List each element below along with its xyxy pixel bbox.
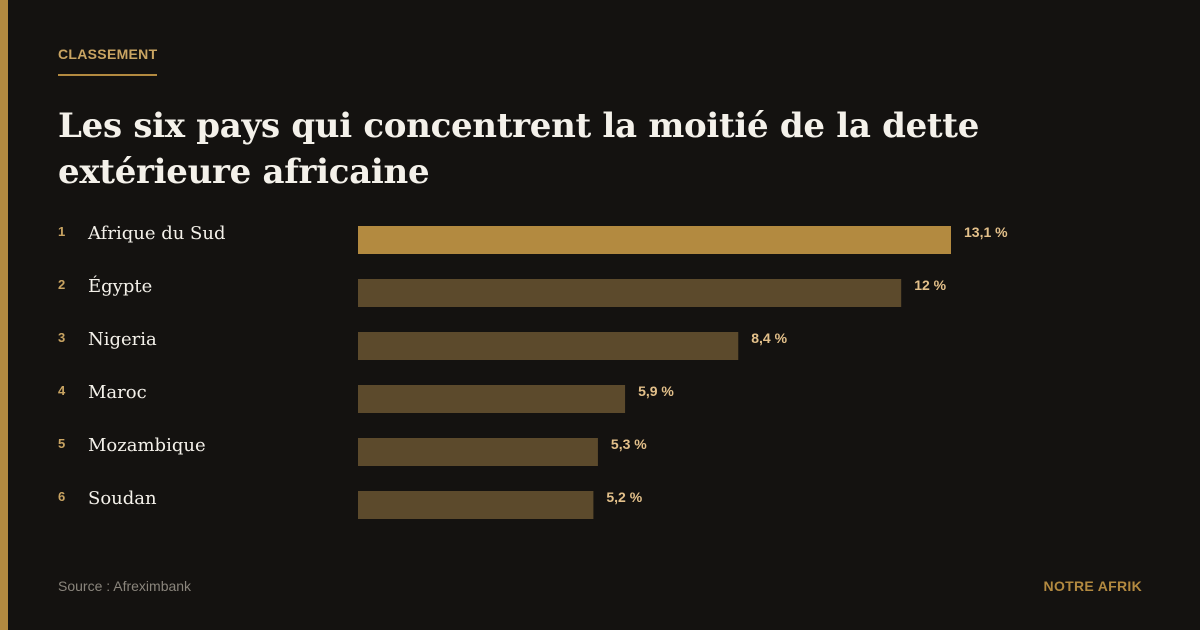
bar: [358, 332, 739, 360]
value-label: 8,4 %: [751, 330, 787, 346]
value-label: 5,3 %: [611, 436, 647, 452]
rank-number: 1: [58, 224, 65, 239]
category-label: Égypte: [88, 274, 152, 297]
rank-number: 6: [58, 489, 65, 504]
bar: [358, 226, 951, 254]
accent-bar: [0, 0, 8, 630]
page-title: Les six pays qui concentrent la moitié d…: [58, 106, 980, 192]
brand-logo: NOTRE AFRIK: [1043, 578, 1142, 594]
rank-number: 4: [58, 383, 66, 398]
value-label: 12 %: [914, 277, 946, 293]
source-note: Source : Afreximbank: [58, 578, 192, 594]
rank-number: 2: [58, 277, 65, 292]
category-label: Afrique du Sud: [87, 223, 225, 244]
category-label: Soudan: [88, 488, 157, 509]
rank-number: 5: [58, 436, 65, 451]
category-label: Maroc: [88, 382, 147, 403]
rank-number: 3: [58, 330, 65, 345]
category-label: Mozambique: [88, 435, 206, 456]
kicker-label: CLASSEMENT: [58, 46, 158, 76]
value-label: 5,2 %: [606, 489, 642, 505]
value-label: 5,9 %: [638, 383, 674, 399]
category-label: Nigeria: [88, 329, 157, 350]
bar: [358, 279, 902, 307]
value-label: 13,1 %: [964, 224, 1008, 240]
bar: [358, 438, 598, 466]
bar: [358, 385, 626, 413]
bar: [358, 491, 594, 519]
